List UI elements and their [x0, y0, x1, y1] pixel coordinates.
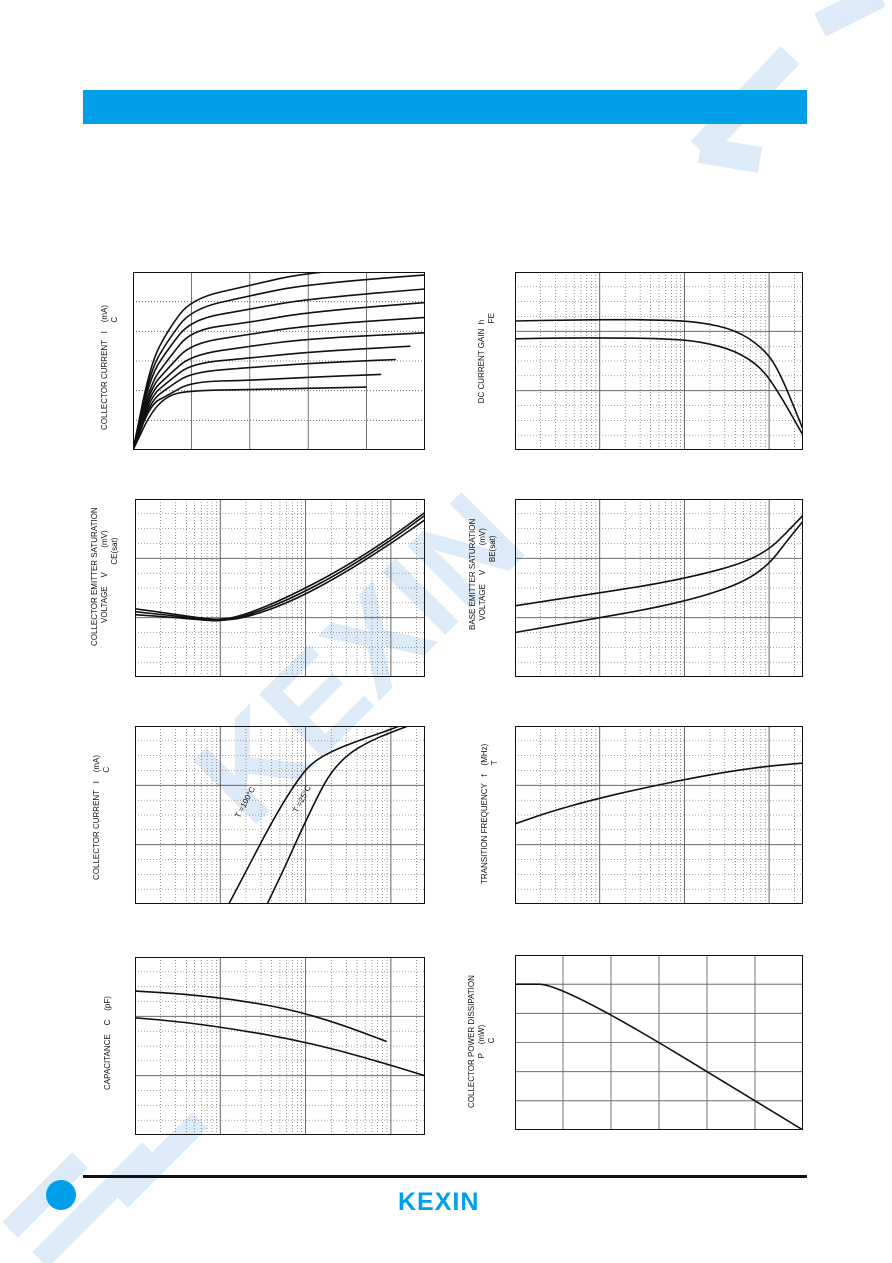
chart-5-ylabel: COLLECTOR CURRENT I (mA) C [92, 754, 111, 880]
chart-8-grid [515, 955, 803, 1130]
watermark-corner-top-right [690, 0, 886, 173]
chart-1-series-1-line [133, 386, 367, 450]
chart-6-grid [515, 726, 803, 904]
chart-1-frame [133, 272, 425, 450]
chart-3-series-2-line [135, 514, 425, 622]
chart-8-ylabel: COLLECTOR POWER DISSIPATION P (mW) C [467, 975, 496, 1108]
brand-logo: KEXIN [398, 1188, 480, 1216]
chart-5-frame [135, 726, 425, 904]
chart-1-series-10-line [133, 272, 331, 450]
chart-5-series-2-line [266, 726, 409, 904]
chart-6-ylabel: TRANSITION FREQUENCY f (MHz) T [480, 743, 499, 884]
chart-1-ylabel: COLLECTOR CURRENT I (mA) C [100, 304, 119, 430]
chart-7-grid [135, 957, 425, 1135]
chart-2-series-1-line [515, 318, 803, 430]
chart-4-grid [515, 499, 803, 677]
chart-7-ylabel: CAPACITANCE C (pF) [103, 996, 112, 1090]
ft-ic-chart [515, 726, 803, 904]
watermark-corner-bottom-left [2, 1112, 208, 1263]
chart-3-frame [135, 499, 425, 677]
chart-5-curve-label-1: T =100°C [233, 785, 257, 819]
chart-1-grid [133, 272, 425, 450]
chart-4-series-1-line [515, 514, 803, 607]
chart-5-grid [135, 726, 425, 904]
chart-5-curve-label-2: T =25°C [291, 784, 313, 814]
chart-7-series-1-line [135, 990, 387, 1043]
chart-6-series-1-line [515, 762, 803, 825]
chart-4-frame [515, 499, 803, 677]
footer-rule [83, 1175, 807, 1178]
chart-7-series-2-line [135, 1017, 425, 1077]
chart-2-series-2-line [515, 337, 803, 436]
chart-3-ylabel: COLLECTOR EMITTER SATURATION VOLTAGE V (… [90, 507, 119, 646]
chart-1-series-7-line [133, 301, 425, 450]
chart-7-frame [135, 957, 425, 1135]
ic-vce-chart [133, 272, 425, 450]
chart-8-frame [515, 955, 803, 1130]
chart-3-series-3-line [135, 511, 425, 621]
vcesat-ic-chart [135, 499, 425, 677]
chart-6-frame [515, 726, 803, 904]
chart-1-series-5-line [133, 332, 425, 450]
vbesat-ic-chart [515, 499, 803, 677]
chart-8-series-1-line [515, 983, 803, 1130]
chart-1-series-6-line [133, 316, 425, 450]
chart-1-series-3-line [133, 358, 396, 450]
chart-1-series-9-line [133, 274, 425, 450]
chart-4-series-2-line [515, 520, 803, 634]
ic-vbe-chart: T =100°C T =25°C [135, 726, 425, 904]
chart-4-ylabel: BASE EMITTER SATURATION VOLTAGE V (mV) B… [468, 518, 497, 630]
chart-3-series-1-line [135, 519, 425, 621]
chart-5-series-1-line [228, 726, 400, 904]
header-banner [83, 90, 807, 124]
chart-2-grid [515, 272, 803, 450]
hfe-ic-chart [515, 272, 803, 450]
chart-2-frame [515, 272, 803, 450]
page-marker [46, 1180, 76, 1210]
pc-ta-chart [515, 955, 803, 1130]
capacitance-chart [135, 957, 425, 1135]
chart-3-grid [135, 499, 425, 677]
chart-2-ylabel: DC CURRENT GAIN h FE [477, 313, 496, 404]
